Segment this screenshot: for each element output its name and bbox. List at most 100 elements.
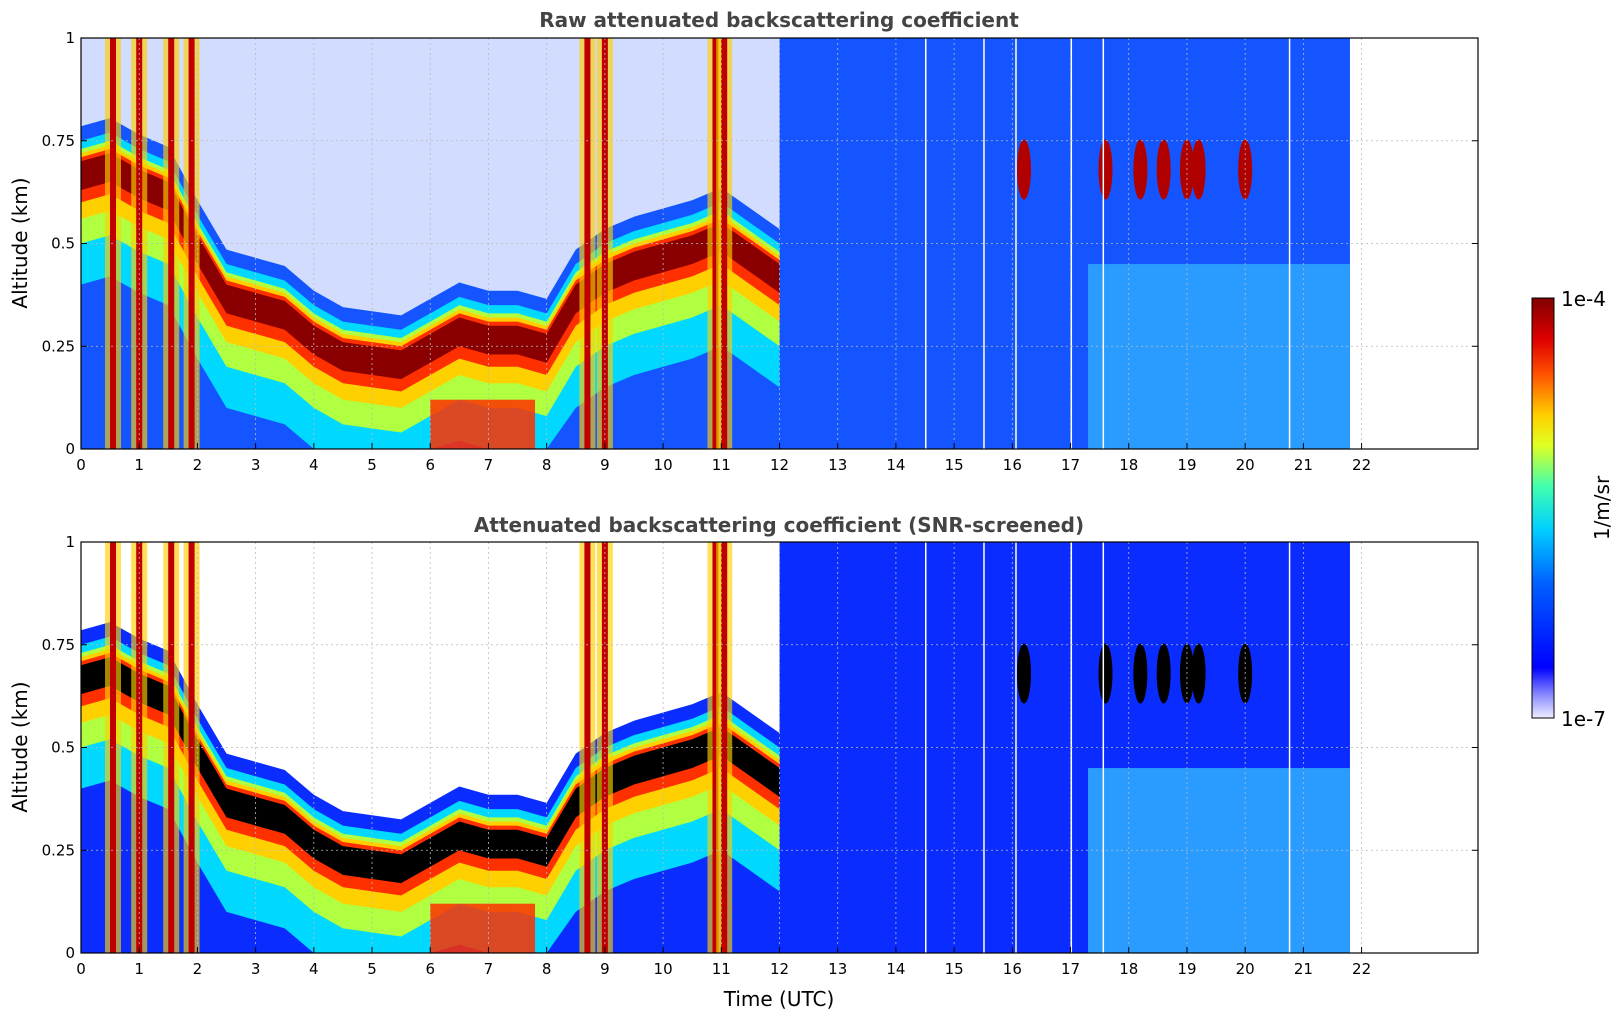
ticks-raw: 0 1 2 3 4 5 6 7 8 9 10 11 12 13 14 15 16 17 18 19 20 21 2200.2… [42,29,1478,474]
cloud-blob [1156,643,1171,704]
x-tick-label: 8 [542,960,552,978]
x-tick-label: 5 [367,960,377,978]
data-gap [925,542,927,953]
x-tick-label: 1 [134,960,144,978]
streak-core [712,542,719,953]
x-tick-label: 21 [1294,456,1313,474]
cloud-blob [1191,643,1206,704]
colorbar-unit-label: 1/m/sr [1590,475,1614,540]
x-tick-label: 7 [484,960,494,978]
x-tick-label: 9 [600,960,610,978]
y-tick-label: 0.5 [51,235,75,253]
x-tick-label: 10 [654,960,673,978]
title-raw: Raw attenuated backscattering coefficien… [539,8,1019,32]
data-gap [925,38,927,449]
y-tick-label: 0.5 [51,739,75,757]
x-tick-label: 17 [1061,960,1080,978]
cloud-blob [1191,139,1206,200]
x-tick-label: 0 [76,456,86,474]
data-gap [983,542,985,953]
x-tick-label: 7 [484,456,494,474]
grid-snr [81,542,1478,953]
panel-snr: 0 1 2 3 4 5 6 7 8 9 10 11 12 13 14 15 16 17 18 19 20 21 2200.2… [8,513,1479,1011]
x-tick-label: 12 [770,456,789,474]
cloud-blob [1133,139,1148,200]
data-gap [1015,542,1017,953]
xlabel-time: Time (UTC) [723,987,835,1011]
x-tick-label: 20 [1236,960,1255,978]
x-tick-label: 18 [1119,456,1138,474]
streak-core [110,38,117,449]
streak-core [721,38,728,449]
x-tick-label: 8 [542,456,552,474]
x-tick-label: 3 [251,456,261,474]
cloud-blob [1133,643,1148,704]
signal-region-late [1088,264,1350,449]
x-tick-label: 2 [193,456,203,474]
x-tick-label: 13 [828,456,847,474]
x-tick-label: 20 [1236,456,1255,474]
x-tick-label: 2 [193,960,203,978]
x-tick-label: 22 [1352,960,1371,978]
y-tick-label: 1 [65,29,75,47]
ylabel-snr: Altitude (km) [8,681,32,812]
x-tick-label: 4 [309,960,319,978]
grid-raw [81,38,1478,449]
x-tick-label: 17 [1061,456,1080,474]
x-tick-label: 18 [1119,960,1138,978]
x-tick-label: 13 [828,960,847,978]
bl-band-red [81,148,780,392]
x-tick-label: 14 [886,456,905,474]
data-gap [1288,542,1291,953]
x-tick-label: 3 [251,960,261,978]
x-tick-label: 19 [1177,456,1196,474]
x-tick-label: 19 [1177,960,1196,978]
x-tick-label: 9 [600,456,610,474]
bl-band-red [81,652,780,896]
ylabel-raw: Altitude (km) [8,177,32,308]
x-tick-label: 6 [425,456,435,474]
cloud-blob [1098,139,1113,200]
colorbar: 1e-4 1e-7 1/m/sr [1531,287,1614,731]
cloud-blob [1016,643,1031,704]
cloud-blob [1016,139,1031,200]
y-tick-label: 0 [65,440,75,458]
ticks-snr: 0 1 2 3 4 5 6 7 8 9 10 11 12 13 14 15 16 17 18 19 20 21 2200.2… [42,533,1478,978]
x-tick-label: 5 [367,456,377,474]
x-tick-label: 10 [654,456,673,474]
y-tick-label: 0.75 [42,636,75,654]
y-tick-label: 0.25 [42,337,75,355]
streak-core [712,38,719,449]
streak-core [721,542,728,953]
bl-band-yellow [81,144,780,408]
x-tick-label: 12 [770,960,789,978]
x-tick-label: 1 [134,456,144,474]
data-gap [1102,542,1105,953]
x-tick-label: 0 [76,960,86,978]
x-tick-label: 15 [945,456,964,474]
y-tick-label: 1 [65,533,75,551]
x-tick-label: 15 [945,960,964,978]
y-tick-label: 0 [65,944,75,962]
data-gap [983,38,985,449]
x-tick-label: 14 [886,960,905,978]
x-tick-label: 22 [1352,456,1371,474]
y-tick-label: 0.75 [42,132,75,150]
panel-raw: 0 1 2 3 4 5 6 7 8 9 10 11 12 13 14 15 16 17 18 19 20 21 2200.2… [8,8,1479,474]
cloud-blob [1156,139,1171,200]
streak-core [110,542,117,953]
surface-layer [430,903,536,953]
cloud-blob [1098,643,1113,704]
data-gap [1102,38,1105,449]
x-tick-label: 11 [712,960,731,978]
bl-band-yellow [81,648,780,912]
x-tick-label: 6 [425,960,435,978]
colorbar-min-label: 1e-7 [1561,707,1606,731]
x-tick-label: 11 [712,456,731,474]
surface-layer [430,399,536,449]
x-tick-label: 4 [309,456,319,474]
y-tick-label: 0.25 [42,841,75,859]
colorbar-max-label: 1e-4 [1561,287,1606,311]
x-tick-label: 16 [1003,960,1022,978]
